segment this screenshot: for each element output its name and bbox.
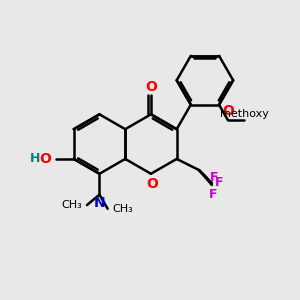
Text: N: N [94, 196, 105, 210]
Text: CH₃: CH₃ [112, 204, 133, 214]
Text: F: F [209, 188, 218, 201]
Text: O: O [222, 104, 234, 118]
Text: CH₃: CH₃ [62, 200, 82, 210]
Text: O: O [40, 152, 51, 166]
Text: H: H [30, 152, 40, 165]
Text: methoxy: methoxy [220, 109, 269, 119]
Text: O: O [146, 177, 158, 191]
Text: O: O [145, 80, 157, 94]
Text: F: F [215, 176, 223, 189]
Text: F: F [209, 171, 218, 184]
